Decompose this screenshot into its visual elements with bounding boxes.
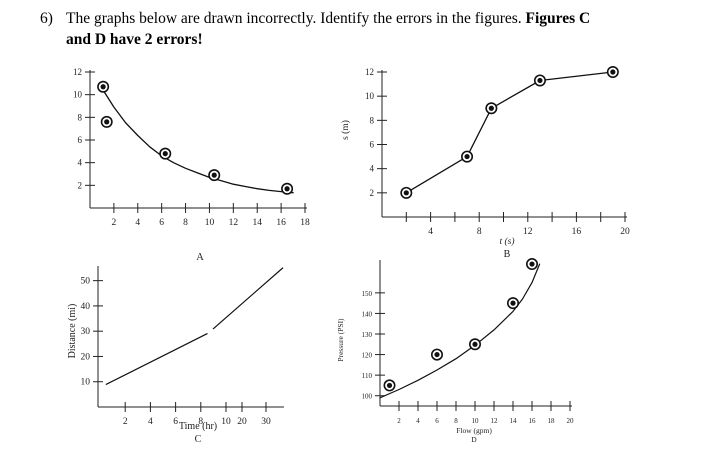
chart-c-ylabel: Distance (mi): [67, 304, 78, 359]
chart-d-x-tick-label: 10: [472, 417, 480, 425]
chart-a-y-tick-label: 8: [78, 112, 83, 122]
question-text-bold-2: and D have 2 errors!: [66, 31, 203, 48]
chart-d-y-tick-label: 110: [362, 372, 373, 380]
chart-a-x-tick-label: 10: [205, 218, 215, 228]
chart-b-x-tick-label: 20: [620, 227, 630, 237]
chart-b-y-tick-label: 10: [365, 91, 375, 101]
chart-c-x-tick-label: 10: [221, 417, 231, 427]
chart-a-y-tick-label: 2: [78, 180, 83, 190]
chart-c-x-tick-label: 30: [261, 417, 271, 427]
chart-a-curve: [102, 89, 294, 194]
chart-c-line-segment-2: [212, 267, 284, 330]
chart-b-x-tick-label: 4: [428, 227, 433, 237]
chart-a-point-center: [162, 151, 168, 157]
chart-b-y-tick-label: 2: [370, 188, 375, 198]
chart-c-y-tick-label: 50: [81, 277, 91, 287]
chart-d-x-tick-label: 8: [454, 417, 458, 425]
chart-a-x-tick-label: 6: [159, 218, 164, 228]
chart-a-point-center: [100, 84, 106, 90]
chart-b-title: B: [504, 249, 511, 260]
chart-d-x-tick-label: 16: [529, 417, 537, 425]
chart-a-y-tick-label: 12: [73, 67, 82, 77]
chart-c-line-segment-1: [105, 333, 208, 385]
chart-a-x-tick-label: 12: [229, 218, 239, 228]
chart-a-point-center: [284, 186, 290, 192]
chart-d-point-center: [510, 300, 516, 306]
chart-d-y-tick-label: 130: [362, 331, 373, 339]
chart-b-ylabel: s (m): [340, 120, 351, 140]
chart-b-point-center: [610, 69, 616, 75]
chart-c-x-tick-label: 20: [237, 417, 247, 427]
chart-a-y-tick-label: 10: [73, 90, 83, 100]
chart-d-x-tick-label: 14: [510, 417, 518, 425]
chart-d-point-center: [434, 351, 440, 358]
chart-b-point-center: [537, 77, 543, 84]
chart-c-x-tick-label: 4: [148, 417, 153, 427]
chart-c-y-tick-label: 20: [81, 352, 91, 362]
chart-b-x-tick-label: 8: [477, 227, 482, 237]
chart-b-x-tick-label: 12: [523, 227, 533, 237]
chart-a-x-tick-label: 4: [135, 218, 140, 228]
chart-c-x-tick-label: 2: [123, 417, 128, 427]
chart-a-point-center: [211, 172, 217, 178]
chart-d-x-tick-label: 20: [567, 417, 575, 425]
chart-a-x-tick-label: 16: [276, 218, 286, 228]
chart-a-title: A: [196, 252, 204, 263]
question-text-plain: The graphs below are drawn incorrectly. …: [66, 10, 522, 27]
chart-c-x-tick-label: 8: [198, 417, 203, 427]
chart-d-title: D: [471, 435, 477, 444]
chart-d-y-tick-label: 120: [362, 352, 373, 360]
chart-c-y-tick-label: 40: [81, 302, 91, 312]
chart-d-ylabel: Pressure (PSI): [336, 318, 345, 362]
chart-d-x-tick-label: 12: [491, 417, 499, 425]
chart-b-y-tick-label: 4: [370, 164, 375, 174]
chart-c-y-tick-label: 30: [81, 327, 91, 337]
chart-d-point-center: [529, 261, 535, 267]
chart-b-line: [405, 71, 614, 194]
chart-d-point-center: [386, 382, 393, 389]
chart-a-x-tick-label: 2: [112, 218, 117, 228]
chart-d-curve: [379, 263, 541, 399]
question-text: 6) The graphs below are drawn incorrectly…: [40, 8, 700, 50]
question-number: 6): [40, 10, 53, 27]
chart-c-title: C: [195, 434, 202, 445]
chart-d-point-center: [472, 341, 478, 347]
chart-c-xlabel: Time (hr): [179, 421, 217, 432]
chart-d-x-tick-label: 2: [397, 417, 401, 425]
chart-d-xlabel: Flow (gpm): [456, 426, 492, 435]
chart-b-point-center: [488, 105, 494, 111]
chart-a-point-center: [104, 119, 110, 125]
chart-a-x-tick-label: 18: [300, 218, 310, 228]
chart-a-x-tick-label: 14: [252, 218, 262, 228]
chart-a-y-tick-label: 6: [78, 135, 83, 145]
chart-b-y-tick-label: 6: [370, 140, 375, 150]
chart-b-point-center: [464, 153, 470, 160]
chart-a-y-tick-label: 4: [78, 158, 83, 168]
chart-d-x-tick-label: 18: [548, 417, 556, 425]
chart-d-y-tick-label: 140: [362, 310, 373, 318]
chart-c-x-tick-label: 6: [173, 417, 178, 427]
chart-d-x-tick-label: 4: [416, 417, 420, 425]
chart-d-y-tick-label: 100: [362, 393, 373, 401]
chart-d-y-tick-label: 150: [362, 290, 373, 298]
chart-c-y-tick-label: 10: [81, 378, 91, 388]
chart-a-x-tick-label: 8: [183, 218, 188, 228]
chart-d-x-tick-label: 6: [435, 417, 439, 425]
chart-b-xlabel: t (s): [499, 236, 514, 247]
chart-b-y-tick-label: 8: [370, 115, 375, 125]
chart-b-point-center: [403, 190, 409, 196]
chart-b-y-tick-label: 12: [365, 67, 374, 77]
question-text-bold-1: Figures C: [525, 10, 591, 27]
chart-b-x-tick-label: 16: [572, 227, 582, 237]
